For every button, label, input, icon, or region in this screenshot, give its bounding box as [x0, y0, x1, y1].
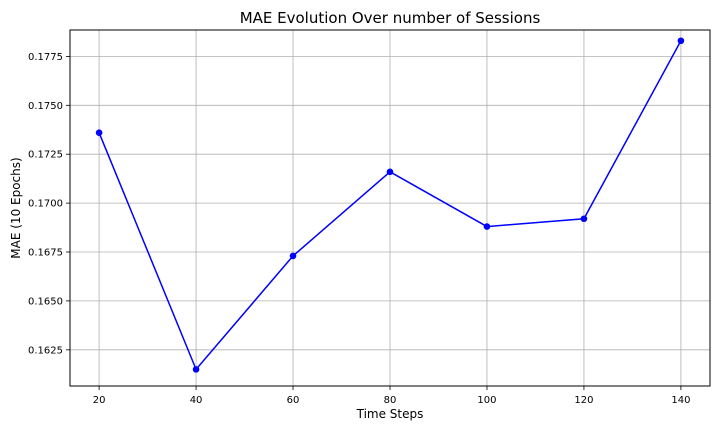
- x-tick-label: 100: [477, 395, 496, 406]
- y-axis: 0.1625 0.1650 0.1675 0.1700 0.1725 0.1750 0.17…: [28, 52, 70, 356]
- data-point: [289, 252, 297, 260]
- y-tick-label: 0.1625: [28, 345, 63, 356]
- y-tick-label: 0.1675: [28, 248, 63, 259]
- grid: [70, 30, 710, 386]
- x-tick-label: 120: [574, 395, 593, 406]
- x-tick-label: 80: [384, 395, 397, 406]
- data-point: [95, 129, 103, 136]
- x-axis: 20 40 60 80 100 120 140: [93, 386, 690, 406]
- data-point: [483, 223, 491, 230]
- x-tick-label: 20: [93, 395, 106, 406]
- x-tick-label: 60: [287, 395, 300, 406]
- y-axis-label: MAE (10 Epochs): [9, 157, 23, 258]
- y-tick-label: 0.1750: [28, 101, 63, 112]
- y-tick-label: 0.1725: [28, 150, 63, 161]
- x-axis-label: Time Steps: [356, 407, 424, 421]
- y-tick-label: 0.1650: [28, 296, 63, 307]
- chart-title: MAE Evolution Over number of Sessions: [240, 9, 541, 27]
- x-tick-label: 40: [190, 395, 203, 406]
- data-point: [580, 215, 588, 223]
- data-point: [386, 168, 394, 176]
- x-tick-label: 140: [671, 395, 690, 406]
- y-tick-label: 0.1700: [28, 199, 63, 210]
- data-point: [192, 366, 200, 373]
- y-tick-label: 0.1775: [28, 52, 63, 63]
- data-point: [677, 37, 685, 45]
- series: [95, 37, 685, 373]
